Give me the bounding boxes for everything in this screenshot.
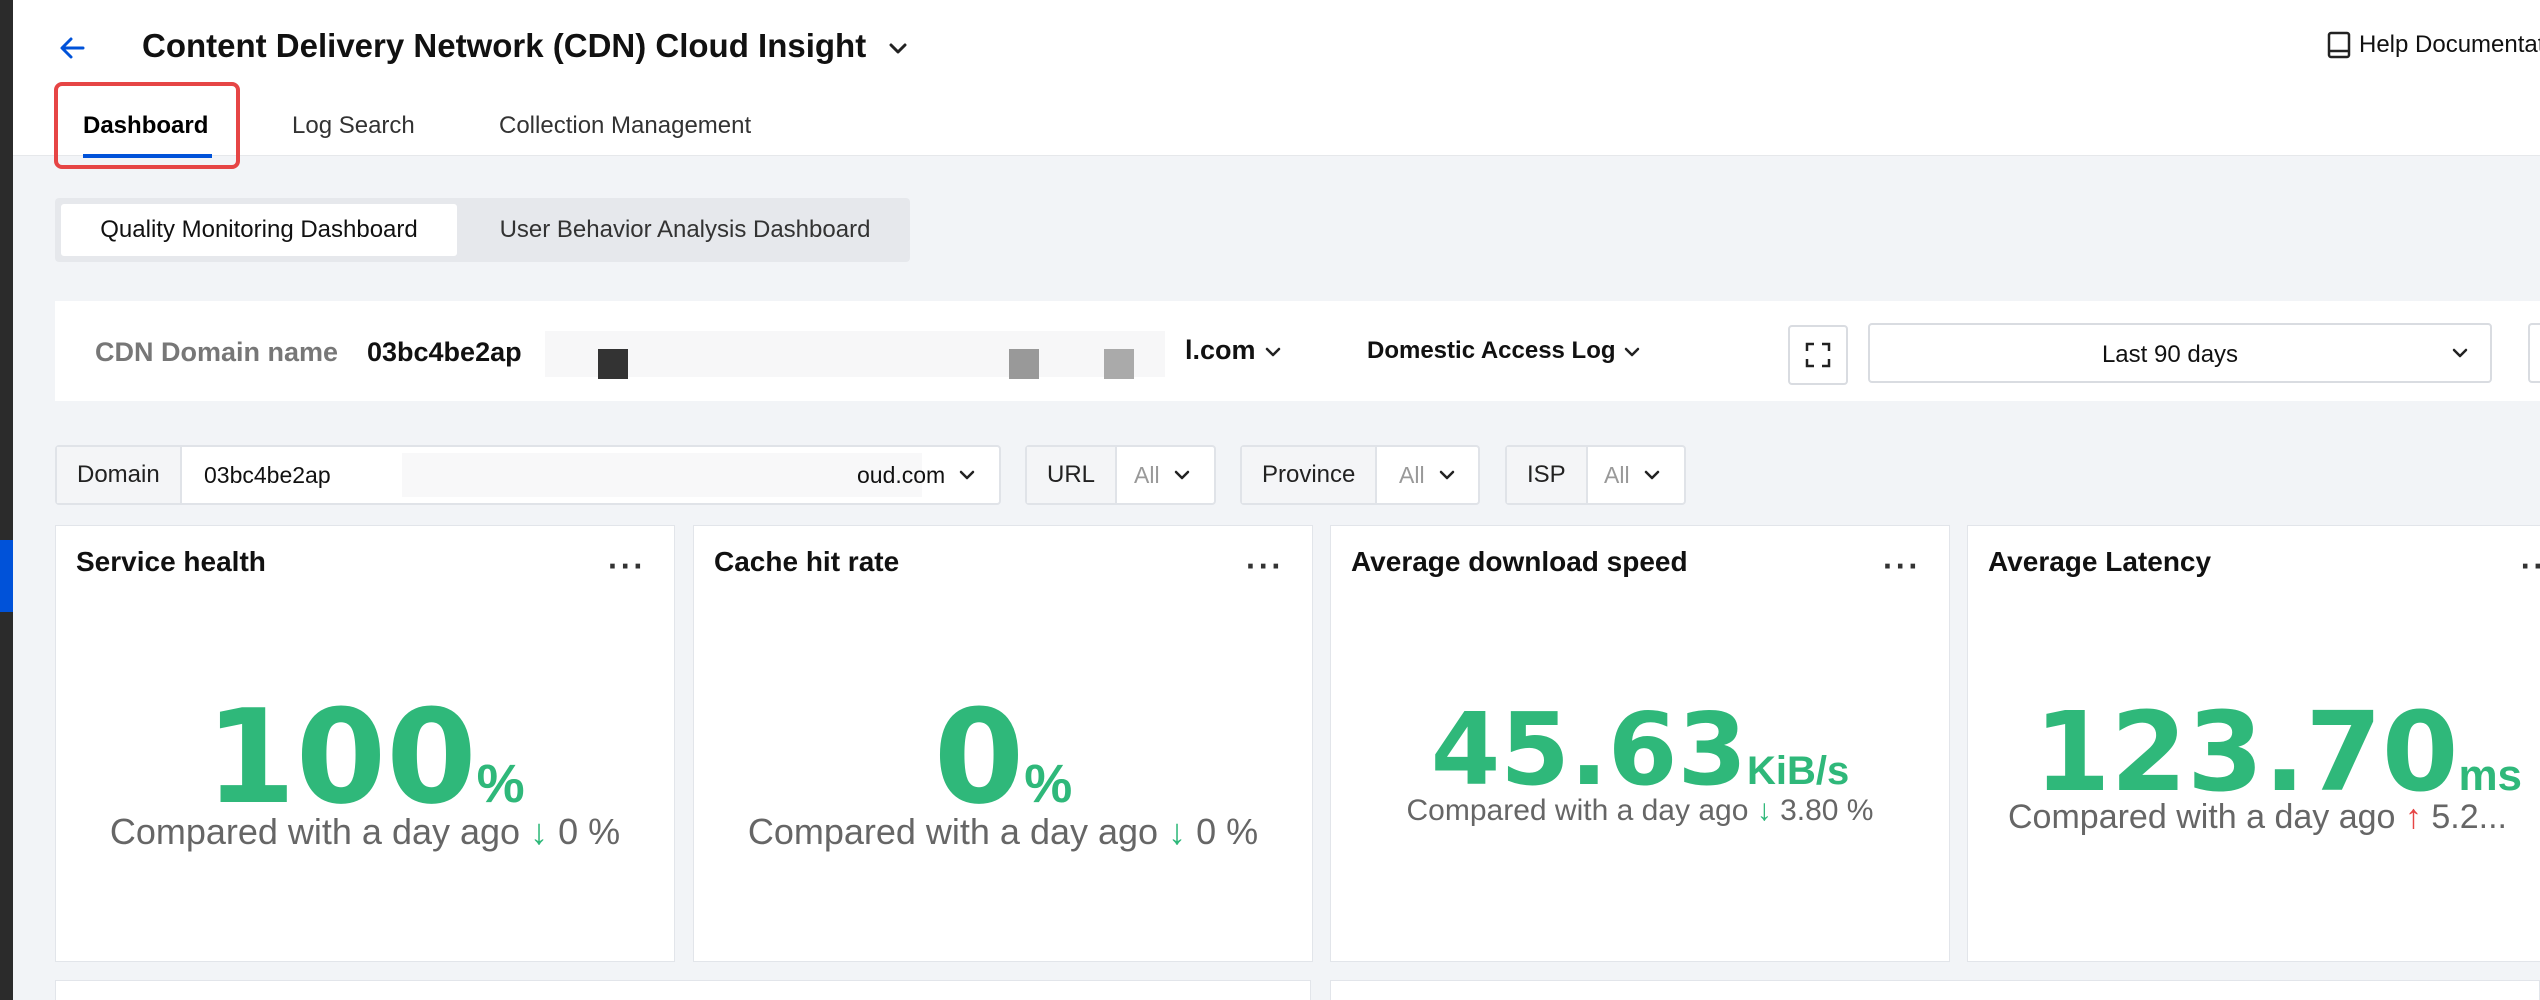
metric-number: 45.63: [1430, 691, 1748, 808]
help-label: Help Documentat: [2359, 31, 2540, 58]
lower-panel: [1330, 980, 2540, 1000]
left-strip-accent: [0, 540, 13, 612]
card-title: Cache hit rate: [714, 546, 900, 577]
metric-value: 123.70ms: [1968, 688, 2540, 816]
fullscreen-icon: [1805, 342, 1831, 368]
metric-card-average-latency: Average Latency ·· 123.70ms Compared wit…: [1967, 525, 2540, 962]
comparison-text: Compared with a day ago: [747, 811, 1159, 852]
domain-filter[interactable]: Domain 03bc4be2ap oud.com: [55, 445, 1001, 505]
more-horizontal-icon[interactable]: ···: [608, 548, 646, 584]
redaction-block: [598, 349, 628, 379]
comparison: Compared with a day ago ↓ 0 %: [56, 811, 674, 853]
comparison-text: Compared with a day ago: [2008, 798, 2396, 836]
isp-filter[interactable]: ISP All: [1505, 445, 1686, 505]
cdn-domain-value-end: l.com: [1185, 335, 1256, 365]
metric-number: 0: [933, 681, 1025, 833]
tab-collection-management[interactable]: Collection Management: [499, 112, 752, 139]
metric-value: 100%: [56, 681, 674, 833]
province-filter[interactable]: Province All: [1240, 445, 1480, 505]
metric-unit: %: [1024, 754, 1073, 814]
url-filter[interactable]: URL All: [1025, 445, 1216, 505]
metric-number: 100: [205, 681, 477, 833]
chevron-down-icon[interactable]: [883, 34, 913, 64]
arrow-down-icon: ↓: [1756, 794, 1772, 827]
redaction-block: [1104, 349, 1134, 379]
metric-card-average-download-speed: Average download speed ··· 45.63KiB/s Co…: [1330, 525, 1950, 962]
metric-card-service-health: Service health ··· 100% Compared with a …: [55, 525, 675, 962]
arrow-down-icon: ↓: [530, 811, 549, 852]
comparison: Compared with a day ago ↑ 5.2...: [2008, 798, 2507, 837]
cdn-domain-label: CDN Domain name: [95, 337, 339, 367]
top-bar: Content Delivery Network (CDN) Cloud Ins…: [13, 0, 2540, 169]
metric-value: 0%: [694, 681, 1312, 833]
card-title: Service health: [76, 546, 266, 577]
chevron-down-icon: [1439, 470, 1455, 480]
active-tab-underline: [83, 154, 212, 158]
comparison-change: 5.2...: [2431, 798, 2507, 836]
chevron-down-icon: [1644, 470, 1660, 480]
more-horizontal-icon[interactable]: ···: [1883, 548, 1921, 584]
isp-filter-value: All: [1604, 462, 1630, 488]
province-filter-label: Province: [1242, 447, 1378, 503]
tab-highlight-box: [54, 82, 240, 169]
log-type-label: Domestic Access Log: [1367, 337, 1616, 364]
log-type-selector[interactable]: Domestic Access Log: [1367, 337, 1642, 365]
subtab-user-behavior[interactable]: User Behavior Analysis Dashboard: [499, 216, 871, 243]
comparison-text: Compared with a day ago: [109, 811, 521, 852]
book-icon: [2327, 31, 2351, 59]
redacted-region: [545, 331, 1165, 377]
time-range-value: Last 90 days: [2101, 341, 2239, 368]
metric-card-cache-hit-rate: Cache hit rate ··· 0% Compared with a da…: [693, 525, 1313, 962]
arrow-left-icon[interactable]: [53, 28, 93, 68]
url-filter-label: URL: [1027, 447, 1118, 503]
province-filter-value: All: [1399, 462, 1425, 488]
url-filter-value: All: [1134, 462, 1160, 488]
tab-dashboard[interactable]: Dashboard: [83, 112, 209, 139]
card-title: Average download speed: [1351, 546, 1688, 577]
metric-number: 123.70: [2033, 688, 2459, 816]
metric-value: 45.63KiB/s: [1331, 691, 1949, 808]
left-window-strip: [0, 0, 13, 1000]
domain-filter-label: Domain: [57, 447, 182, 503]
redaction-block: [1009, 349, 1039, 379]
metric-unit: ms: [2458, 751, 2523, 800]
metric-unit: %: [476, 754, 525, 814]
isp-filter-label: ISP: [1507, 447, 1588, 503]
domain-filter-value: 03bc4be2ap: [204, 462, 331, 488]
tab-log-search[interactable]: Log Search: [292, 112, 415, 139]
comparison-change: 0 %: [1196, 811, 1259, 852]
chevron-down-icon: [959, 470, 975, 480]
dashboard-subtabs: Quality Monitoring Dashboard User Behavi…: [55, 198, 910, 262]
extra-control-edge[interactable]: [2528, 323, 2540, 383]
domain-filter-bar: CDN Domain name 03bc4be2ap l.com Domesti…: [55, 301, 2540, 401]
more-horizontal-icon[interactable]: ··: [2520, 548, 2540, 584]
help-documentation-link[interactable]: Help Documentat: [2325, 30, 2540, 60]
arrow-down-icon: ↓: [1168, 811, 1187, 852]
subtab-quality-monitoring[interactable]: Quality Monitoring Dashboard: [61, 204, 457, 256]
comparison-text: Compared with a day ago: [1406, 794, 1749, 827]
domain-filter-value-end: oud.com: [857, 462, 946, 488]
chevron-down-icon: [1624, 347, 1640, 356]
page-title: Content Delivery Network (CDN) Cloud Ins…: [142, 27, 867, 64]
cdn-domain-selector[interactable]: l.com: [1185, 335, 1283, 366]
more-horizontal-icon[interactable]: ···: [1246, 548, 1284, 584]
comparison-change: 3.80 %: [1780, 794, 1874, 827]
cdn-domain-value[interactable]: 03bc4be2ap: [367, 337, 522, 367]
comparison-change: 0 %: [558, 811, 621, 852]
redacted-region: [402, 453, 922, 497]
comparison: Compared with a day ago ↓ 3.80 %: [1331, 794, 1949, 828]
metric-unit: KiB/s: [1747, 749, 1850, 793]
chevron-down-icon: [1265, 347, 1281, 357]
card-title: Average Latency: [1988, 546, 2212, 577]
arrow-up-icon: ↑: [2404, 798, 2422, 836]
chevron-down-icon: [2452, 348, 2468, 358]
comparison: Compared with a day ago ↓ 0 %: [694, 811, 1312, 853]
fullscreen-button[interactable]: [1788, 325, 1848, 385]
lower-panel: [55, 980, 1311, 1000]
chevron-down-icon: [1174, 470, 1190, 480]
time-range-select[interactable]: Last 90 days: [1868, 323, 2492, 383]
